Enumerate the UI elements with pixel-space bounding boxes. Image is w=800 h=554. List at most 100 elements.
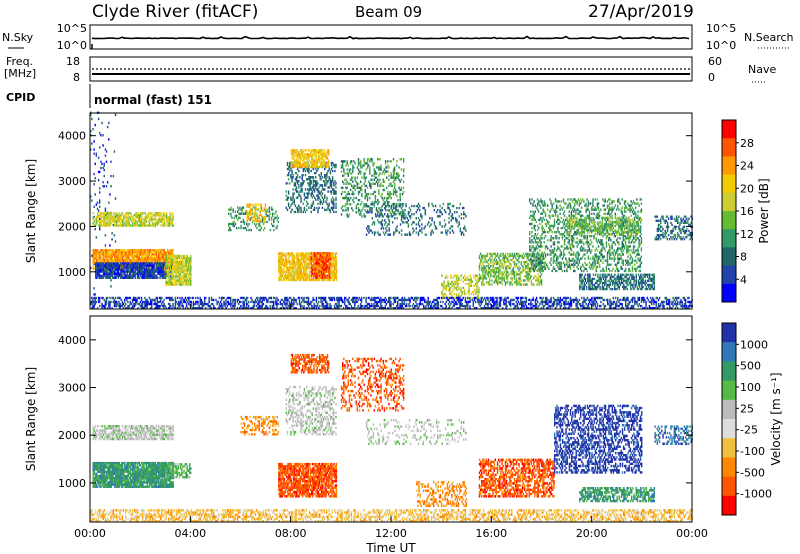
power-cell xyxy=(371,160,373,163)
power-cell xyxy=(185,258,188,262)
power-cell xyxy=(340,160,343,163)
power-cell xyxy=(179,271,182,274)
power-cell xyxy=(322,161,324,164)
power-cell xyxy=(381,172,383,175)
power-cell xyxy=(109,222,111,225)
power-cell xyxy=(134,266,136,269)
power-cell xyxy=(117,220,119,223)
power-cell xyxy=(156,255,159,258)
power-cell xyxy=(451,290,453,294)
power-cell xyxy=(328,176,330,179)
power-cell xyxy=(303,155,305,158)
power-cell xyxy=(489,281,491,284)
power-cell xyxy=(298,186,300,189)
power-cell xyxy=(155,222,158,225)
power-cell xyxy=(306,163,308,166)
power-cell xyxy=(360,166,362,169)
power-cell xyxy=(380,209,382,212)
power-cell xyxy=(260,213,262,217)
power-cell xyxy=(166,265,168,268)
power-cell xyxy=(335,264,338,267)
power-cell xyxy=(293,270,296,274)
power-cell xyxy=(349,162,352,165)
power-cell xyxy=(314,161,316,164)
power-cell xyxy=(302,174,305,177)
power-cell xyxy=(162,268,165,271)
power-cell xyxy=(536,277,538,280)
power-cell xyxy=(163,212,166,215)
power-cell xyxy=(495,279,498,282)
power-cell xyxy=(141,274,143,277)
power-cell xyxy=(441,274,443,277)
power-cell xyxy=(150,214,152,217)
power-cell xyxy=(286,260,288,263)
power-cell xyxy=(178,273,181,276)
power-cell xyxy=(102,181,104,184)
power-cell xyxy=(146,272,149,275)
power-cell xyxy=(498,277,500,280)
power-cell xyxy=(138,257,141,260)
power-cell xyxy=(443,209,446,212)
power-cell xyxy=(457,280,459,283)
power-cell xyxy=(125,266,127,269)
power-cell xyxy=(146,268,149,271)
power-cell xyxy=(110,222,113,225)
power-cell xyxy=(312,254,314,257)
power-cell xyxy=(504,265,507,268)
power-cell xyxy=(301,254,304,257)
power-cell xyxy=(399,194,401,198)
power-cell xyxy=(127,270,130,273)
power-cell xyxy=(119,264,122,267)
power-cell xyxy=(311,258,314,261)
power-cell xyxy=(360,164,362,167)
power-cell xyxy=(370,158,372,161)
power-cell xyxy=(256,226,258,230)
power-cell xyxy=(296,260,298,263)
power-cell xyxy=(322,256,324,259)
power-cell xyxy=(295,153,297,156)
power-cell xyxy=(501,271,503,274)
power-cell xyxy=(111,262,114,265)
power-cell xyxy=(537,279,539,282)
power-cell xyxy=(364,184,366,188)
power-cell xyxy=(101,216,103,219)
power-cell xyxy=(447,202,449,206)
power-cell xyxy=(127,224,129,227)
power-cell xyxy=(292,262,295,265)
power-cell xyxy=(421,223,423,226)
power-cell xyxy=(114,259,116,262)
power-cell xyxy=(334,190,336,193)
power-cell xyxy=(325,208,327,212)
power-cell xyxy=(270,218,273,222)
power-cell xyxy=(324,270,326,273)
power-cell xyxy=(291,176,293,179)
power-cell xyxy=(310,182,312,185)
power-cell xyxy=(298,208,300,212)
power-cell xyxy=(133,224,135,227)
power-cell xyxy=(378,174,380,177)
power-cell xyxy=(94,255,97,258)
power-cell xyxy=(283,276,286,280)
power-cell xyxy=(289,254,291,257)
power-cell xyxy=(112,218,115,221)
power-cell xyxy=(293,210,296,214)
power-cell xyxy=(426,223,429,226)
power-cell xyxy=(340,213,343,216)
power-cell xyxy=(172,214,175,217)
power-cell xyxy=(117,262,120,265)
power-cell xyxy=(257,203,260,206)
power-cell xyxy=(114,215,117,219)
power-cell xyxy=(312,180,315,183)
power-cell xyxy=(295,159,297,162)
power-cell xyxy=(172,279,174,282)
power-cell xyxy=(458,221,460,224)
power-cell xyxy=(170,281,173,284)
power-cell xyxy=(154,216,157,219)
power-cell xyxy=(431,217,433,220)
power-cell xyxy=(406,221,409,224)
power-cell xyxy=(310,258,313,261)
power-cell xyxy=(454,274,457,277)
power-cell xyxy=(123,218,125,221)
power-cell xyxy=(316,163,319,166)
power-cell xyxy=(498,267,500,270)
